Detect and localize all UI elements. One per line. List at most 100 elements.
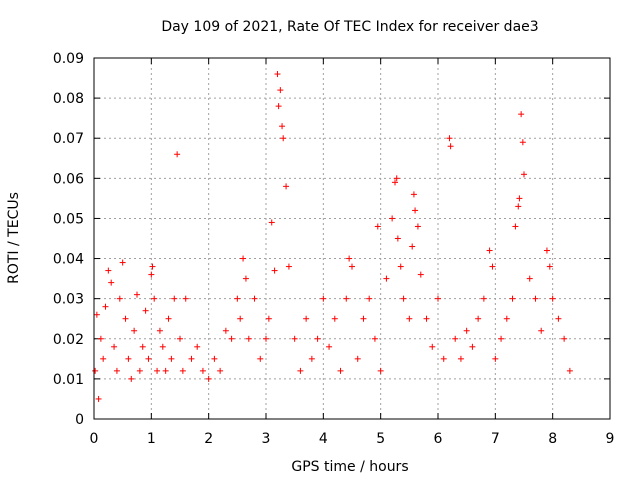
data-point	[222, 327, 229, 334]
data-point	[409, 243, 416, 250]
data-point	[452, 335, 459, 342]
data-point	[543, 247, 550, 254]
data-point	[188, 355, 195, 362]
data-point	[346, 255, 353, 262]
y-tick-label: 0.06	[53, 171, 84, 187]
data-point	[271, 267, 278, 274]
data-point	[447, 143, 454, 150]
data-point	[469, 343, 476, 350]
data-point	[245, 335, 252, 342]
y-tick-labels: 0 0.01 0.02 0.03 0.04 0.05 0.06 0.07 0.08 0.09	[53, 51, 84, 428]
data-point	[512, 223, 519, 230]
data-point	[343, 295, 350, 302]
data-point	[394, 235, 401, 242]
data-point	[371, 335, 378, 342]
data-point	[374, 223, 381, 230]
data-point	[268, 219, 275, 226]
data-point	[199, 367, 206, 374]
x-tick-label: 0	[90, 431, 99, 447]
data-point	[303, 315, 310, 322]
data-point	[519, 139, 526, 146]
x-tick-label: 5	[376, 431, 385, 447]
data-point	[171, 295, 178, 302]
data-point	[179, 367, 186, 374]
data-point	[400, 295, 407, 302]
data-point	[503, 315, 510, 322]
data-point	[549, 295, 556, 302]
data-point	[217, 367, 224, 374]
data-point	[480, 295, 487, 302]
data-point	[174, 151, 181, 158]
data-points	[92, 71, 573, 402]
data-point	[463, 327, 470, 334]
data-point	[97, 335, 104, 342]
data-point	[100, 355, 107, 362]
data-point	[566, 367, 573, 374]
data-point	[337, 367, 344, 374]
data-point	[151, 295, 158, 302]
data-point	[131, 327, 138, 334]
data-point	[457, 355, 464, 362]
data-point	[297, 367, 304, 374]
y-tick-label: 0.02	[53, 332, 84, 348]
data-point	[489, 263, 496, 270]
data-point	[240, 255, 247, 262]
data-point	[128, 375, 135, 382]
data-point	[389, 215, 396, 222]
x-tick-labels: 0 1 2 3 4 5 6 7 8 9	[90, 431, 615, 447]
data-point	[423, 315, 430, 322]
data-point	[205, 375, 212, 382]
x-tick-label: 3	[262, 431, 271, 447]
data-point	[492, 355, 499, 362]
data-point	[331, 315, 338, 322]
data-point	[320, 295, 327, 302]
data-point	[440, 355, 447, 362]
data-point	[159, 343, 166, 350]
x-tick-label: 7	[491, 431, 500, 447]
data-point	[377, 367, 384, 374]
data-point	[521, 171, 527, 178]
x-tick-label: 1	[147, 431, 156, 447]
x-tick-label: 8	[548, 431, 557, 447]
data-point	[516, 195, 523, 202]
data-point	[475, 315, 482, 322]
y-tick-label: 0.04	[53, 252, 84, 268]
data-point	[383, 275, 390, 282]
x-tick-label: 6	[434, 431, 443, 447]
y-tick-label: 0.09	[53, 51, 84, 67]
data-point	[561, 335, 568, 342]
data-point	[194, 343, 201, 350]
grid	[94, 58, 610, 419]
data-point	[412, 207, 419, 214]
data-point	[263, 335, 269, 342]
data-point	[392, 179, 398, 186]
data-point	[145, 355, 152, 362]
data-point	[314, 335, 321, 342]
data-point	[242, 275, 249, 282]
data-point	[279, 123, 286, 130]
data-point	[148, 271, 155, 278]
data-point	[165, 315, 172, 322]
data-point	[275, 103, 282, 110]
data-point	[406, 315, 413, 322]
data-point	[393, 175, 400, 182]
data-point	[515, 203, 522, 210]
data-point	[111, 343, 118, 350]
data-point	[417, 271, 424, 278]
data-point	[538, 327, 545, 334]
data-point	[149, 263, 156, 270]
data-point	[182, 295, 189, 302]
data-point	[168, 355, 175, 362]
data-point	[429, 343, 436, 350]
data-point	[119, 259, 126, 266]
data-point	[92, 367, 99, 374]
data-point	[116, 295, 123, 302]
data-point	[435, 295, 441, 302]
data-point	[142, 307, 149, 314]
data-point	[125, 355, 132, 362]
data-point	[349, 263, 355, 270]
data-point	[156, 327, 163, 334]
data-point	[211, 355, 218, 362]
